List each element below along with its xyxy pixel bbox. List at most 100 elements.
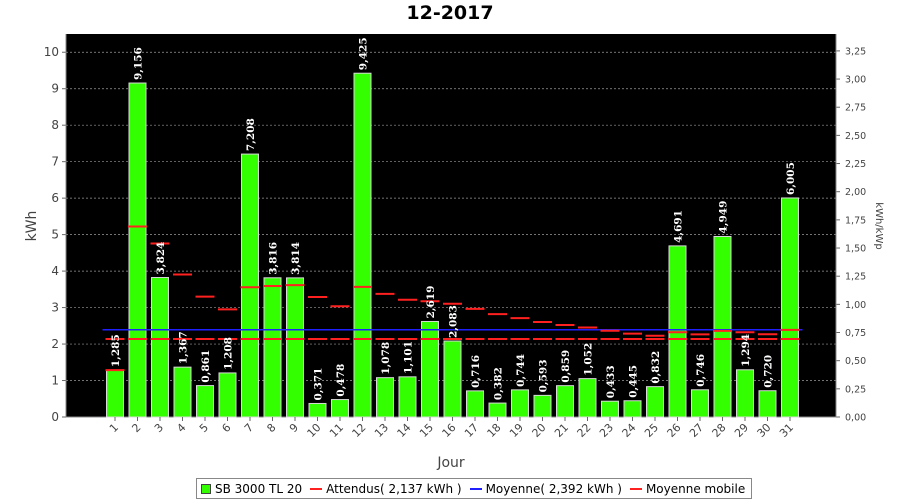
y2-tick-label: 0,25: [845, 384, 866, 395]
bar: [196, 385, 214, 418]
y-tick-label: 6: [51, 191, 59, 205]
x-tick-label: 15: [417, 421, 436, 440]
bar: [376, 377, 394, 418]
bar: [331, 399, 349, 418]
bar: [646, 386, 664, 418]
bar-value-label: 0,433: [605, 365, 617, 398]
bar-value-label: 1,208: [223, 337, 235, 370]
bar-value-label: 0,744: [515, 354, 527, 387]
x-tick-label: 11: [327, 421, 346, 440]
legend-swatch: [201, 483, 211, 494]
bar: [218, 372, 237, 418]
x-tick-label: 29: [732, 421, 751, 440]
bar-value-label: 1,101: [403, 341, 415, 374]
bar-value-label: 0,593: [538, 359, 550, 392]
bar-value-label: 4,949: [718, 201, 730, 234]
legend-label: Attendus( 2,137 kWh ): [326, 481, 462, 496]
x-tick-label: 9: [287, 421, 301, 435]
x-tick-label: 23: [597, 421, 616, 440]
bar: [781, 197, 799, 418]
y-tick-label: 7: [51, 155, 59, 169]
bar-value-label: 9,425: [358, 37, 370, 70]
y-tick-label: 3: [51, 301, 59, 315]
bar-value-label: 0,478: [335, 364, 347, 397]
x-tick-label: 10: [305, 421, 324, 440]
x-tick-label: 18: [485, 421, 504, 440]
y-tick-label: 4: [51, 264, 59, 278]
legend-label: Moyenne mobile: [645, 481, 746, 496]
bar-value-label: 3,814: [290, 242, 302, 275]
bar: [736, 369, 754, 418]
legend-item: Moyenne( 2,392 kWh ): [469, 482, 622, 496]
bar-value-label: 0,859: [560, 350, 572, 383]
y2-tick-label: 2,25: [845, 159, 866, 170]
bar: [511, 389, 529, 418]
bar: [241, 153, 259, 418]
x-tick-label: 1: [107, 421, 121, 435]
x-tick-label: 17: [462, 421, 481, 440]
x-tick-label: 2: [129, 421, 143, 435]
legend-item: Moyenne mobile: [629, 481, 746, 496]
x-tick-label: 5: [197, 421, 211, 435]
x-tick-label: 28: [710, 421, 729, 440]
x-tick-label: 26: [665, 421, 684, 440]
bar-value-label: 0,371: [313, 368, 325, 401]
bar-value-label: 1,285: [110, 334, 122, 367]
bar-value-label: 6,005: [785, 162, 797, 195]
y2-tick-label: 1,50: [845, 244, 866, 255]
y2-tick-label: 1,25: [845, 272, 866, 283]
y-tick-label: 10: [44, 45, 59, 59]
legend-label: SB 3000 TL 20: [215, 481, 303, 496]
y-tick-label: 2: [51, 337, 59, 351]
x-tick-label: 22: [575, 421, 594, 440]
bar: [353, 72, 372, 418]
x-tick-label: 21: [552, 421, 571, 440]
bar-value-label: 3,824: [155, 242, 167, 275]
chart-title: 12-2017: [406, 2, 494, 24]
bar-value-label: 1,052: [583, 343, 595, 376]
y2-tick-label: 3,25: [845, 46, 866, 57]
legend: SB 3000 TL 20 Attendus( 2,137 kWh ) Moyenn…: [196, 478, 753, 499]
bar-value-label: 7,208: [245, 118, 257, 151]
bar: [421, 320, 439, 418]
y2-tick-label: 1,75: [845, 215, 866, 226]
bar-value-label: 2,619: [425, 286, 437, 319]
y-tick-label: 0: [51, 410, 59, 424]
bar: [128, 82, 147, 418]
bar-value-label: 0,445: [628, 365, 640, 398]
x-tick-label: 13: [372, 421, 391, 440]
x-tick-label: 6: [219, 421, 233, 435]
y-tick-label: 5: [51, 228, 59, 242]
y2-tick-label: 0,00: [845, 413, 866, 424]
bar-value-label: 0,832: [650, 351, 662, 384]
bar: [488, 402, 507, 418]
legend-swatch: [629, 487, 642, 490]
x-axis-label: Jour: [436, 455, 465, 471]
y-tick-label: 1: [51, 374, 59, 388]
bar-value-label: 9,156: [133, 47, 145, 80]
bar: [758, 390, 777, 418]
x-tick-label: 7: [242, 421, 256, 435]
y2-tick-label: 1,00: [845, 300, 866, 311]
bar-value-label: 1,078: [380, 342, 392, 375]
x-tick-label: 8: [264, 421, 278, 435]
bar: [601, 400, 619, 418]
legend-swatch: [469, 487, 482, 490]
bar: [533, 394, 552, 418]
bar: [398, 376, 417, 418]
bar: [263, 277, 282, 418]
x-tick-label: 25: [642, 421, 661, 440]
y-tick-label: 8: [51, 118, 59, 132]
bar: [106, 369, 124, 418]
bar-value-label: 4,691: [673, 210, 685, 243]
y2-tick-label: 0,50: [845, 356, 866, 367]
y-tick-label: 9: [51, 82, 59, 96]
bar-value-label: 1,367: [178, 331, 190, 364]
y2-tick-label: 3,00: [845, 75, 866, 86]
x-tick-label: 31: [777, 421, 796, 440]
legend-item: SB 3000 TL 20: [201, 482, 302, 496]
y2-tick-label: 0,75: [845, 328, 866, 339]
y-axis-label: kWh: [24, 211, 40, 242]
y2-tick-label: 2,75: [845, 103, 866, 114]
